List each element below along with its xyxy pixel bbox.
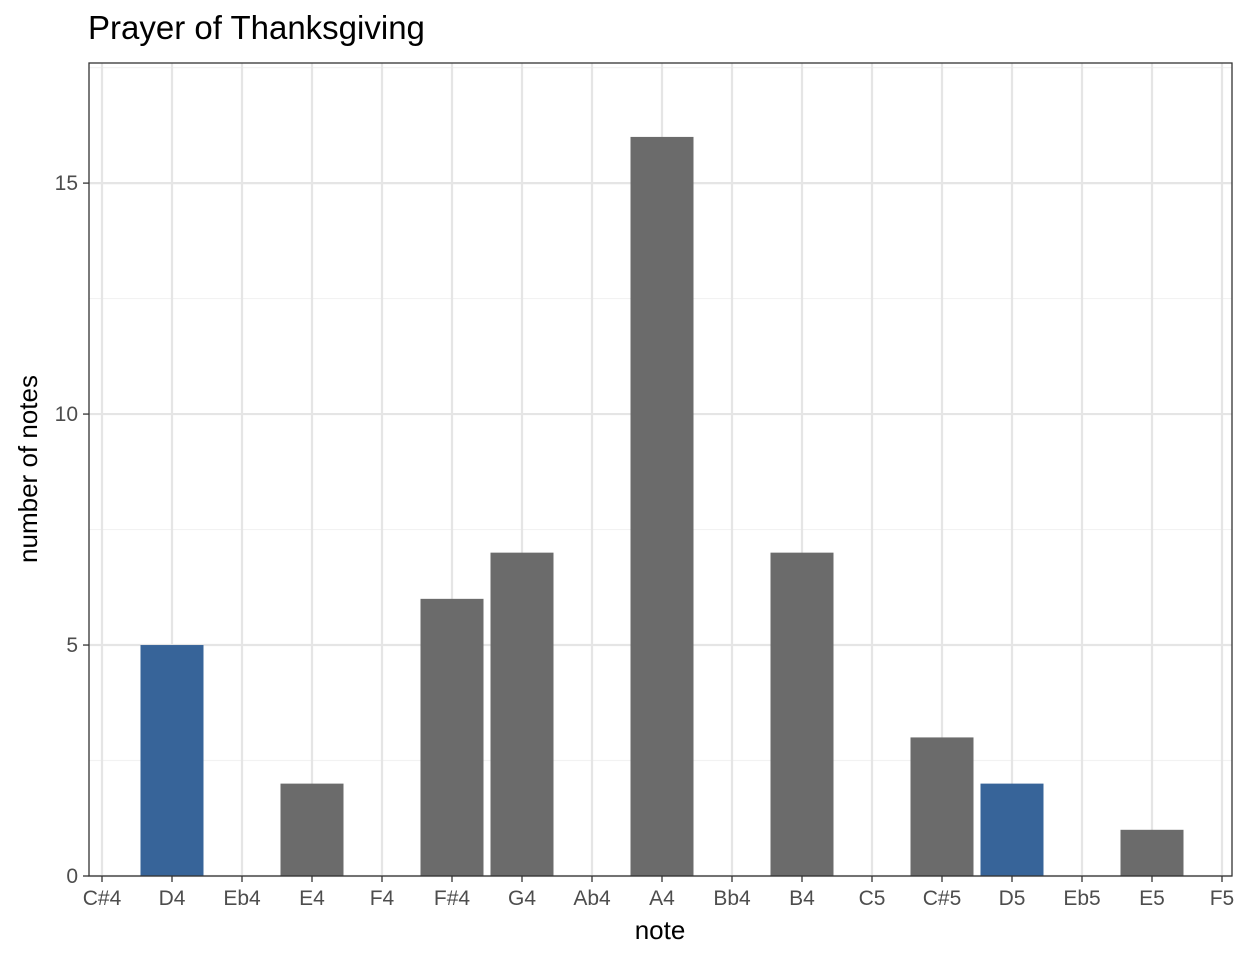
bar-b4 <box>770 552 834 876</box>
bar-csharp5 <box>910 737 974 876</box>
x-tick-label: C#5 <box>923 887 962 910</box>
x-tick-label: E5 <box>1139 887 1165 910</box>
x-tick-label: C#4 <box>83 887 122 910</box>
bar-a4 <box>630 136 694 877</box>
bar-e5 <box>1120 829 1184 876</box>
x-tick-label: B4 <box>789 887 815 910</box>
y-tick-label: 5 <box>66 634 78 657</box>
x-tick-label: E4 <box>299 887 325 910</box>
x-tick-label: G4 <box>508 887 536 910</box>
x-tick-label: F4 <box>370 887 395 910</box>
y-axis-title: number of notes <box>13 375 43 563</box>
chart-title: Prayer of Thanksgiving <box>88 9 425 46</box>
x-axis-title: note <box>635 915 686 945</box>
panel-frame <box>88 62 1233 877</box>
x-tick-label: C5 <box>859 887 886 910</box>
y-tick-label: 0 <box>66 865 78 888</box>
x-tick-label: F#4 <box>434 887 471 910</box>
y-tick-label: 10 <box>55 403 78 426</box>
x-axis: C#4 D4 Eb4 E4 F4 F#4 G4 Ab4 A4 Bb4 B4 C5 C#5 D5 Eb5 E5 F… <box>83 876 1235 910</box>
panel-border <box>88 62 1233 877</box>
x-tick-label: Eb5 <box>1063 887 1100 910</box>
x-tick-label: Ab4 <box>573 887 611 910</box>
bar-g4 <box>490 552 554 876</box>
y-axis: 0 5 10 15 <box>55 172 89 888</box>
x-tick-label: Bb4 <box>713 887 751 910</box>
bars-group <box>140 136 1184 877</box>
x-tick-label: Eb4 <box>223 887 261 910</box>
x-tick-label: D5 <box>999 887 1026 910</box>
grid-lines <box>89 63 1232 878</box>
bar-d5 <box>980 783 1044 876</box>
bar-fsharp4 <box>420 598 484 876</box>
y-tick-label: 15 <box>55 172 78 195</box>
bar-e4 <box>280 783 344 876</box>
x-tick-label: D4 <box>159 887 186 910</box>
x-tick-label: A4 <box>649 887 675 910</box>
x-tick-label: F5 <box>1210 887 1235 910</box>
bar-d4 <box>140 645 204 876</box>
